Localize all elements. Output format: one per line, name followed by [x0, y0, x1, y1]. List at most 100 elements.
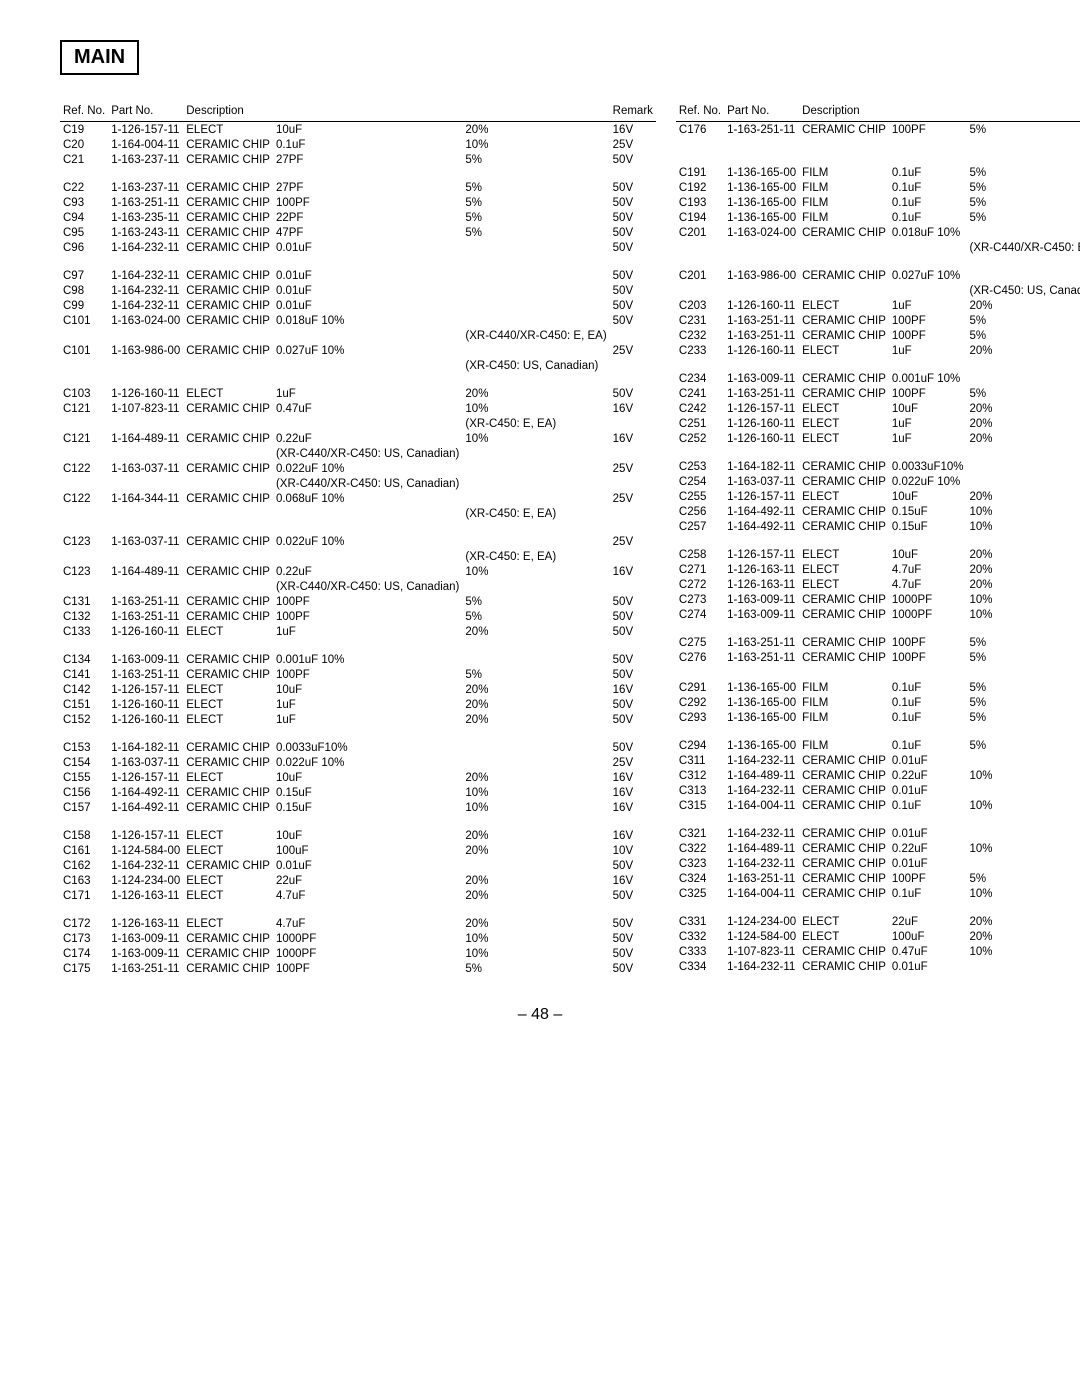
cell: C175 [60, 961, 108, 976]
cell: 1-107-823-11 [108, 401, 183, 416]
cell: CERAMIC CHIP [799, 886, 889, 901]
cell: 10% [967, 504, 1080, 519]
cell [462, 446, 609, 461]
right-column: Ref. No.Part No.DescriptionRemark C1761-… [676, 103, 1080, 976]
cell: 1-163-009-11 [108, 652, 183, 667]
cell [183, 476, 273, 491]
cell: 100PF [889, 313, 967, 328]
cell: 1uF [889, 298, 967, 313]
cell: C231 [676, 313, 724, 328]
cell: CERAMIC CHIP [799, 607, 889, 622]
cell: C154 [60, 755, 108, 770]
cell: 1-163-251-11 [724, 635, 799, 650]
cell: CERAMIC CHIP [183, 431, 273, 446]
cell: CERAMIC CHIP [183, 152, 273, 167]
cell: 100PF [889, 386, 967, 401]
cell: 50V [610, 195, 656, 210]
cell: C242 [676, 401, 724, 416]
cell: CERAMIC CHIP [799, 225, 889, 240]
table-row [60, 167, 656, 180]
cell: 1-164-232-11 [108, 240, 183, 255]
table-row: (XR-C450: E, EA) [60, 549, 656, 564]
cell: 0.15uF [273, 785, 462, 800]
cell: 100PF [889, 635, 967, 650]
cell: CERAMIC CHIP [183, 931, 273, 946]
cell: 16V [610, 800, 656, 815]
cell: 5% [967, 738, 1080, 753]
cell [60, 506, 108, 521]
cell: C276 [676, 650, 724, 665]
cell: 1000PF [273, 946, 462, 961]
cell: 50V [610, 180, 656, 195]
cell: 50V [610, 931, 656, 946]
cell: 0.01uF [273, 240, 462, 255]
cell: 50V [610, 667, 656, 682]
cell: 100uF [889, 929, 967, 944]
cell: 50V [610, 652, 656, 667]
column-header [273, 103, 462, 122]
cell [108, 549, 183, 564]
table-row: (XR-C450: E, EA) [60, 416, 656, 431]
table-row: C1031-126-160-11ELECT1uF20%50V [60, 386, 656, 401]
cell: 1-164-489-11 [724, 841, 799, 856]
cell: CERAMIC CHIP [183, 313, 273, 328]
cell: (XR-C440/XR-C450: US, Canadian) [273, 476, 462, 491]
parts-table-left: Ref. No.Part No.DescriptionRemark C191-1… [60, 103, 656, 976]
cell: 10% [967, 607, 1080, 622]
cell: 20% [967, 431, 1080, 446]
table-row: C1711-126-163-11ELECT4.7uF20%50V [60, 888, 656, 903]
cell: CERAMIC CHIP [799, 768, 889, 783]
cell: 10% [462, 137, 609, 152]
table-row: C1581-126-157-11ELECT10uF20%16V [60, 828, 656, 843]
cell: 16V [610, 564, 656, 579]
cell: 20% [462, 770, 609, 785]
cell: 1-164-232-11 [108, 268, 183, 283]
cell: 22PF [273, 210, 462, 225]
cell: ELECT [183, 624, 273, 639]
table-row: C2911-136-165-00FILM0.1uF5%50V [676, 680, 1080, 695]
table-row [676, 152, 1080, 165]
cell: (XR-C450: E, EA) [462, 506, 609, 521]
cell: 1-126-157-11 [108, 682, 183, 697]
cell: C201 [676, 225, 724, 240]
cell [108, 328, 183, 343]
column-header: Description [799, 103, 889, 122]
cell: CERAMIC CHIP [799, 871, 889, 886]
cell: 5% [462, 594, 609, 609]
cell: 10% [967, 798, 1080, 813]
cell: 5% [967, 180, 1080, 195]
cell [462, 579, 609, 594]
cell: 4.7uF [889, 562, 967, 577]
table-row: C1231-163-037-11CERAMIC CHIP0.022uF 10%2… [60, 534, 656, 549]
cell [889, 240, 967, 255]
cell: C163 [60, 873, 108, 888]
cell: CERAMIC CHIP [799, 650, 889, 665]
cell: 1-164-344-11 [108, 491, 183, 506]
cell: C333 [676, 944, 724, 959]
cell [610, 506, 656, 521]
cell: FILM [799, 165, 889, 180]
table-row: C3331-107-823-11CERAMIC CHIP0.47uF10%16V [676, 944, 1080, 959]
cell [724, 665, 799, 680]
cell: 100PF [273, 195, 462, 210]
table-row: C1521-126-160-11ELECT1uF20%50V [60, 712, 656, 727]
cell: 0.001uF 10% [889, 371, 967, 386]
cell: 20% [462, 624, 609, 639]
cell: C255 [676, 489, 724, 504]
cell [60, 476, 108, 491]
cell: 1000PF [889, 607, 967, 622]
column-header: Description [183, 103, 273, 122]
cell: CERAMIC CHIP [183, 858, 273, 873]
cell: 1-126-157-11 [724, 547, 799, 562]
cell: 1-164-489-11 [724, 768, 799, 783]
cell [462, 461, 609, 476]
cell: C174 [60, 946, 108, 961]
cell: 1-126-157-11 [108, 828, 183, 843]
cell: (XR-C450: E, EA) [462, 416, 609, 431]
column-header [967, 103, 1080, 122]
cell: CERAMIC CHIP [799, 386, 889, 401]
cell [108, 358, 183, 373]
table-row: C2341-163-009-11CERAMIC CHIP0.001uF 10%5… [676, 371, 1080, 386]
cell [967, 753, 1080, 768]
cell: CERAMIC CHIP [799, 798, 889, 813]
